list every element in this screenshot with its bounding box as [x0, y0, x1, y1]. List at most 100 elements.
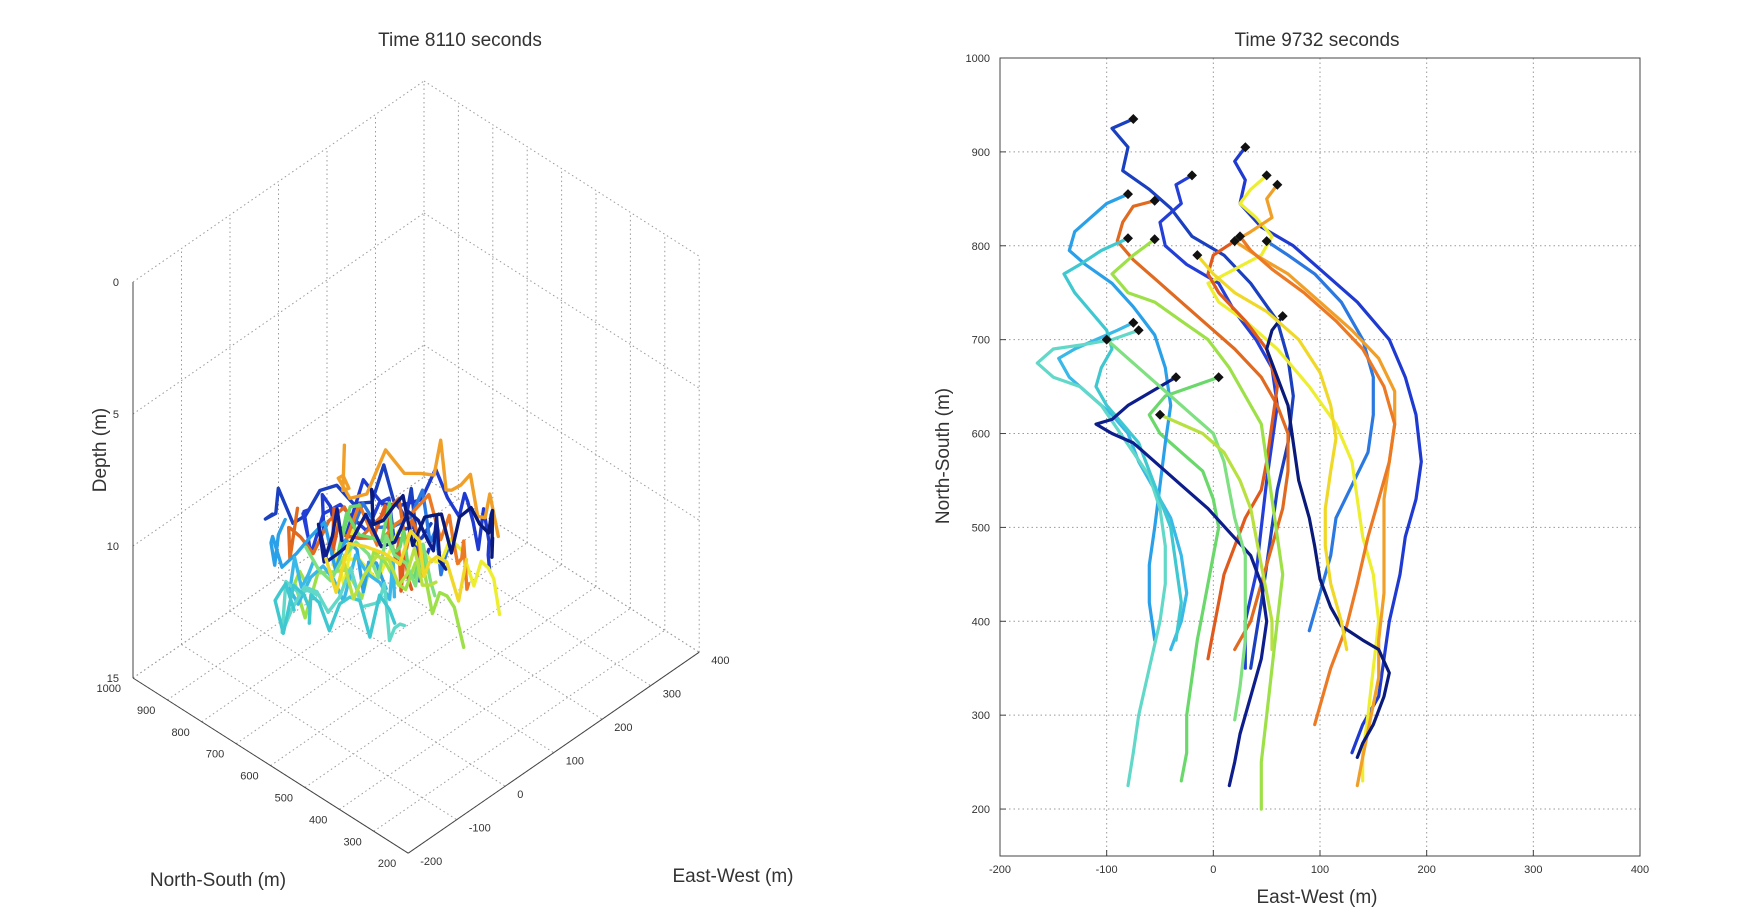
left-x-tick-label: -100 — [469, 823, 491, 835]
right-end-marker-18 — [1101, 334, 1112, 345]
left-y-axis-line — [132, 677, 409, 854]
right-series-11 — [1147, 375, 1221, 783]
left-floor-gridline — [270, 564, 562, 767]
right-y-tick-label: 800 — [972, 241, 990, 253]
left-y-tick-label: 200 — [378, 858, 396, 870]
right-series-15 — [1062, 236, 1183, 642]
right-series-2 — [1158, 173, 1279, 670]
right-end-marker-20 — [1192, 250, 1203, 261]
left-series-6 — [336, 438, 500, 539]
right-series-5 — [1206, 173, 1381, 783]
right-end-marker-10 — [1149, 234, 1160, 245]
left-series-12 — [269, 517, 388, 594]
right-series-19 — [1158, 413, 1274, 652]
left-series-7 — [287, 496, 424, 578]
left-x-axis-label: East-West (m) — [672, 866, 793, 887]
right-end-marker-6 — [1272, 179, 1283, 190]
right-grid — [999, 57, 1641, 856]
right-end-marker-1 — [1128, 114, 1139, 125]
left-trajectories — [263, 438, 502, 649]
left-x-tick-label: 200 — [614, 722, 632, 734]
left-y-tick-label: 800 — [171, 727, 189, 739]
left-backwall-gridline — [132, 80, 425, 283]
right-chart-title: Time 9732 seconds — [1234, 30, 1399, 51]
left-grid — [132, 80, 700, 854]
right-x-tick-label: 200 — [1417, 864, 1435, 876]
left-tick-labels: 0510152003004005006007008009001000-200-1… — [97, 277, 730, 870]
right-y-tick-label: 700 — [972, 335, 990, 347]
right-series-9 — [1238, 234, 1397, 727]
left-y-axis-label: North-South (m) — [150, 870, 286, 891]
left-x-tick-label: 300 — [663, 689, 681, 701]
right-series-6 — [1233, 183, 1397, 788]
left-y-tick-label: 900 — [137, 705, 155, 717]
right-y-tick-label: 200 — [972, 804, 990, 816]
left-z-tick-label: 0 — [113, 277, 119, 289]
left-z-axis-label: Depth (m) — [90, 408, 111, 492]
right-end-marker-11 — [1213, 372, 1224, 383]
right-y-tick-label: 1000 — [966, 53, 990, 65]
right-series-3 — [1233, 145, 1423, 755]
right-trajectories — [1035, 117, 1423, 811]
left-series-10 — [293, 549, 466, 649]
right-end-marker-7 — [1149, 195, 1160, 206]
right-x-tick-label: 400 — [1631, 864, 1649, 876]
left-sidewall-gridline — [423, 344, 700, 521]
right-series-4 — [1265, 239, 1375, 633]
left-y-tick-label: 600 — [240, 771, 258, 783]
left-series-14 — [280, 566, 407, 643]
right-y-axis-label: North-South (m) — [933, 388, 954, 524]
right-end-marker-17 — [1277, 311, 1288, 322]
right-x-tick-label: -100 — [1096, 864, 1118, 876]
right-series-18 — [1105, 338, 1247, 722]
right-x-tick-label: 300 — [1524, 864, 1542, 876]
left-x-axis-line — [407, 651, 700, 854]
left-x-tick-label: 400 — [711, 655, 729, 667]
left-z-tick-label: 5 — [113, 409, 119, 421]
right-end-marker-15 — [1123, 233, 1133, 244]
right-series-13 — [1057, 321, 1189, 652]
left-x-tick-label: 0 — [517, 789, 523, 801]
right-y-tick-label: 300 — [972, 710, 990, 722]
right-y-tick-label: 400 — [972, 616, 990, 628]
left-backwall-gridline — [132, 476, 425, 679]
right-y-tick-label: 500 — [972, 522, 990, 534]
left-series-19 — [341, 546, 438, 601]
right-y-tick-label: 600 — [972, 429, 990, 441]
left-series-20 — [324, 529, 469, 603]
left-series-16 — [316, 507, 448, 571]
left-floor-gridline — [235, 542, 528, 745]
right-end-marker-13 — [1128, 317, 1139, 328]
right-end-markers — [1101, 114, 1288, 420]
left-sidewall-gridline — [423, 212, 700, 389]
right-x-axis-label: East-West (m) — [1256, 887, 1377, 908]
left-y-tick-label: 1000 — [97, 683, 121, 695]
right-x-tick-label: 0 — [1210, 864, 1216, 876]
right-x-tick-label: -200 — [989, 864, 1011, 876]
right-series-16 — [1094, 375, 1269, 788]
left-z-tick-label: 15 — [107, 673, 119, 685]
right-end-marker-16 — [1171, 372, 1181, 383]
right-end-marker-19 — [1155, 409, 1165, 420]
right-series-14 — [1035, 328, 1167, 788]
left-series-15 — [273, 582, 397, 639]
left-chart-title: Time 8110 seconds — [378, 30, 542, 51]
right-series-20 — [1195, 253, 1349, 652]
right-end-marker-8 — [1229, 236, 1240, 247]
left-y-tick-label: 400 — [309, 814, 327, 826]
left-3d-chart: Time 8110 seconds 0 5 10 15 200 300 400 500 600 7… — [90, 30, 794, 891]
left-floor-gridline — [201, 520, 494, 723]
right-end-marker-9 — [1235, 231, 1245, 242]
right-x-tick-label: 100 — [1311, 864, 1329, 876]
right-2d-chart: Time 9732 seconds -200 -100 0 100 200 300 400 2… — [933, 30, 1649, 908]
right-y-tick-label: 900 — [972, 147, 990, 159]
left-floor-gridline — [167, 498, 459, 701]
left-y-tick-label: 500 — [275, 793, 293, 805]
right-end-marker-3 — [1240, 142, 1251, 153]
left-backwall-gridline — [132, 344, 425, 547]
left-backwall-gridline — [132, 212, 425, 415]
left-series-17 — [369, 487, 495, 559]
left-sidewall-gridline — [423, 80, 700, 257]
right-series-17 — [1265, 314, 1391, 760]
